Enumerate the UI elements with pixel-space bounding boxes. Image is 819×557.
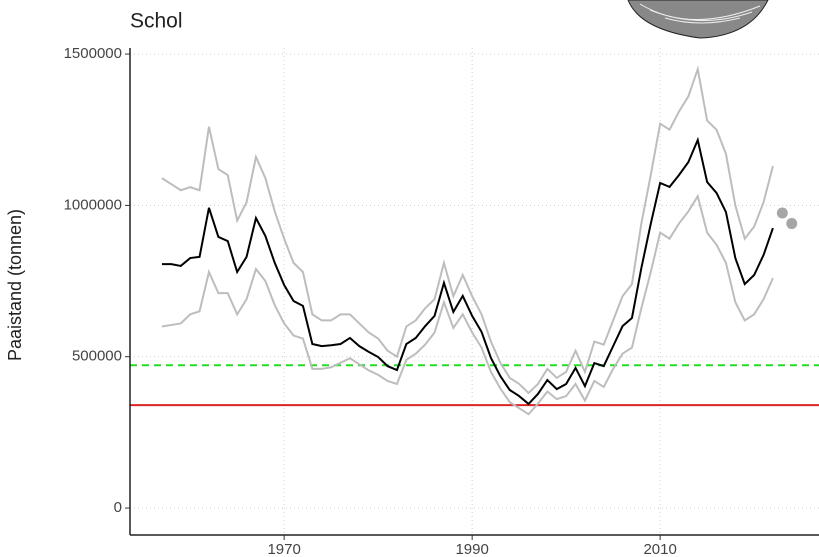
series-line [161, 65, 774, 395]
y-axis-label: Paaistand (tonnen) [5, 209, 25, 361]
series-line [161, 136, 774, 406]
y-tick-label: 1500000 [64, 45, 122, 62]
x-tick-label: 1970 [267, 541, 300, 557]
series-line [161, 193, 774, 416]
y-tick-label: 0 [114, 499, 122, 516]
x-tick-label: 1990 [455, 541, 488, 557]
chart-title: Schol [130, 10, 183, 33]
x-tick-label: 2010 [643, 541, 676, 557]
point [776, 207, 788, 219]
fish-illustration [627, 0, 769, 39]
y-tick-label: 1000000 [64, 196, 122, 213]
y-tick-label: 500000 [72, 348, 122, 365]
point [786, 218, 798, 230]
